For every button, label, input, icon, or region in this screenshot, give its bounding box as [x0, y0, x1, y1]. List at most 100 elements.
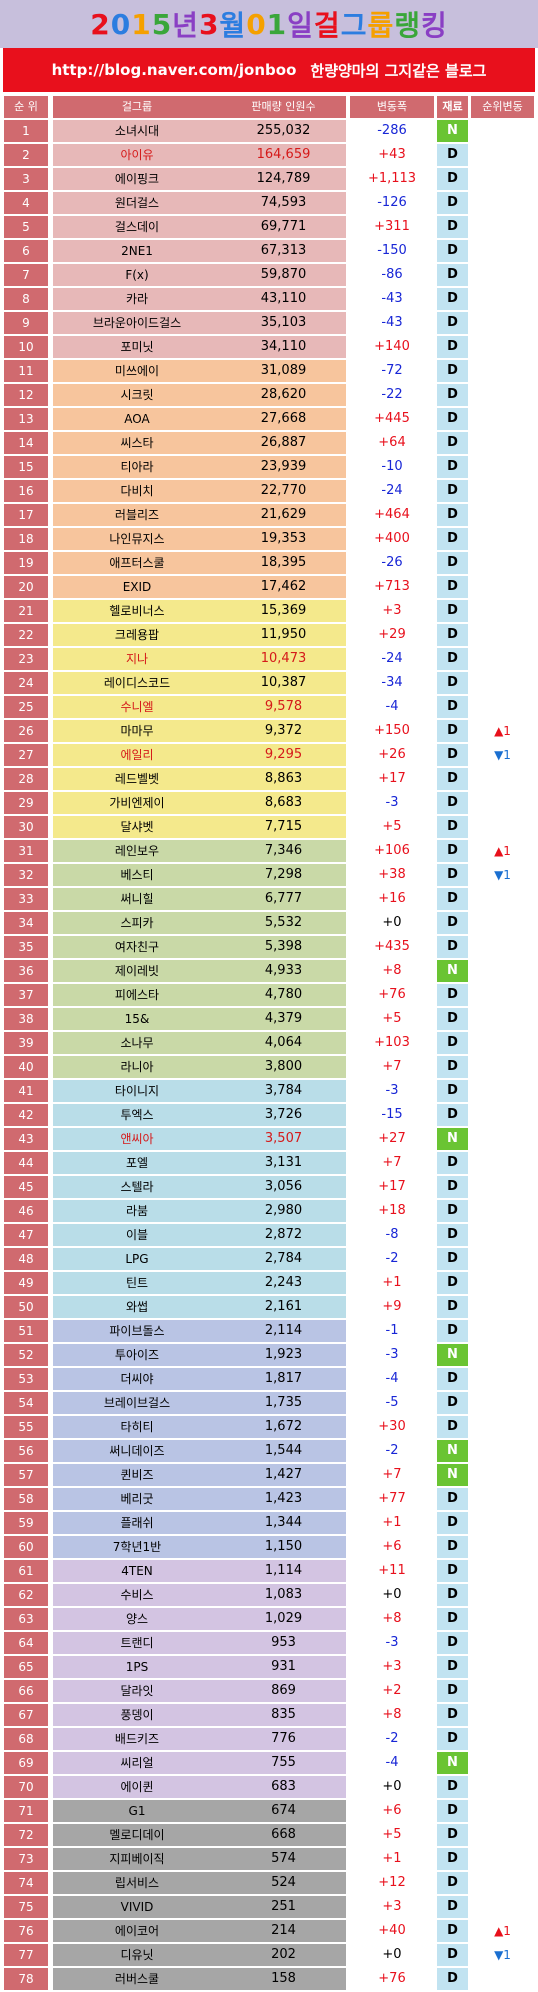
delta-value: +11 [350, 1560, 434, 1582]
rank-cell: 29 [4, 792, 48, 814]
rank-cell: 37 [4, 984, 48, 1006]
rank-move [471, 528, 534, 550]
sales-value: 1,672 [221, 1416, 346, 1438]
delta-value: -24 [350, 648, 434, 670]
rank-move [471, 1632, 534, 1654]
group-name: 라붐 [53, 1200, 221, 1222]
table-row: 14 씨스타 26,887 +64 D [0, 432, 538, 456]
rank-move: ▼1 [471, 1944, 534, 1966]
group-name: 에일리 [53, 744, 221, 766]
table-row: 74 립서비스 524 +12 D [0, 1872, 538, 1896]
table-row: 24 레이디스코드 10,387 -34 D [0, 672, 538, 696]
delta-value: -22 [350, 384, 434, 406]
rank-move [471, 1512, 534, 1534]
sales-value: 953 [221, 1632, 346, 1654]
rank-cell: 34 [4, 912, 48, 934]
rank-move [471, 672, 534, 694]
rank-cell: 64 [4, 1632, 48, 1654]
status-badge: N [437, 1464, 468, 1486]
status-badge: D [437, 1728, 468, 1750]
table-row: 36 제이레빗 4,933 +8 N [0, 960, 538, 984]
group-name: 달라잇 [53, 1680, 221, 1702]
delta-value: +26 [350, 744, 434, 766]
status-badge: D [437, 1368, 468, 1390]
sales-value: 19,353 [221, 528, 346, 550]
rank-cell: 49 [4, 1272, 48, 1294]
rank-move: ▼1 [471, 864, 534, 886]
table-row: 16 다비치 22,770 -24 D [0, 480, 538, 504]
group-name: 트랜디 [53, 1632, 221, 1654]
table-row: 27 에일리 9,295 +26 D ▼1 [0, 744, 538, 768]
group-name: 투엑스 [53, 1104, 221, 1126]
delta-value: +106 [350, 840, 434, 862]
delta-value: -3 [350, 1344, 434, 1366]
group-name: G1 [53, 1800, 221, 1822]
status-badge: D [437, 1320, 468, 1342]
title-segment: 0 [110, 7, 132, 41]
status-badge: D [437, 1704, 468, 1726]
status-badge: D [437, 840, 468, 862]
group-name: 틴트 [53, 1272, 221, 1294]
delta-value: +8 [350, 1704, 434, 1726]
table-row: 70 에이퀸 683 +0 D [0, 1776, 538, 1800]
group-name: 1PS [53, 1656, 221, 1678]
status-badge: D [437, 600, 468, 622]
rank-move [471, 1248, 534, 1270]
delta-value: +18 [350, 1200, 434, 1222]
group-name: 소나무 [53, 1032, 221, 1054]
status-badge: D [437, 1512, 468, 1534]
table-row: 37 피에스타 4,780 +76 D [0, 984, 538, 1008]
group-name: 여자친구 [53, 936, 221, 958]
rank-move [471, 576, 534, 598]
delta-value: +0 [350, 1584, 434, 1606]
rank-cell: 21 [4, 600, 48, 622]
table-row: 18 나인뮤지스 19,353 +400 D [0, 528, 538, 552]
status-badge: D [437, 1488, 468, 1510]
status-badge: D [437, 1680, 468, 1702]
sales-value: 9,295 [221, 744, 346, 766]
group-name: 나인뮤지스 [53, 528, 221, 550]
rank-cell: 56 [4, 1440, 48, 1462]
rank-cell: 47 [4, 1224, 48, 1246]
rank-cell: 1 [4, 120, 48, 142]
delta-value: -3 [350, 792, 434, 814]
sales-value: 524 [221, 1872, 346, 1894]
status-badge: N [437, 1440, 468, 1462]
sales-value: 202 [221, 1944, 346, 1966]
rank-move [471, 1752, 534, 1774]
group-name: 씨리얼 [53, 1752, 221, 1774]
sales-value: 3,784 [221, 1080, 346, 1102]
delta-value: -4 [350, 1368, 434, 1390]
group-name: 씨스타 [53, 432, 221, 454]
rank-move [471, 1896, 534, 1918]
rank-cell: 16 [4, 480, 48, 502]
rank-move [471, 1800, 534, 1822]
group-name: 시크릿 [53, 384, 221, 406]
rank-cell: 54 [4, 1392, 48, 1414]
delta-value: -34 [350, 672, 434, 694]
delta-value: +5 [350, 1824, 434, 1846]
rank-cell: 36 [4, 960, 48, 982]
rank-move: ▲1 [471, 840, 534, 862]
sales-value: 574 [221, 1848, 346, 1870]
delta-value: +27 [350, 1128, 434, 1150]
rank-move [471, 432, 534, 454]
status-badge: D [437, 1608, 468, 1630]
sales-value: 2,980 [221, 1200, 346, 1222]
rank-cell: 23 [4, 648, 48, 670]
status-badge: D [437, 288, 468, 310]
sales-value: 5,398 [221, 936, 346, 958]
sales-value: 9,372 [221, 720, 346, 742]
status-badge: N [437, 120, 468, 142]
rank-move [471, 816, 534, 838]
table-row: 13 AOA 27,668 +445 D [0, 408, 538, 432]
table-row: 26 마마무 9,372 +150 D ▲1 [0, 720, 538, 744]
rank-cell: 67 [4, 1704, 48, 1726]
status-badge: D [437, 240, 468, 262]
rank-move [471, 456, 534, 478]
blog-url[interactable]: http://blog.naver.com/jonboo [51, 61, 297, 79]
status-badge: D [437, 768, 468, 790]
table-row: 66 달라잇 869 +2 D [0, 1680, 538, 1704]
rank-move [471, 384, 534, 406]
